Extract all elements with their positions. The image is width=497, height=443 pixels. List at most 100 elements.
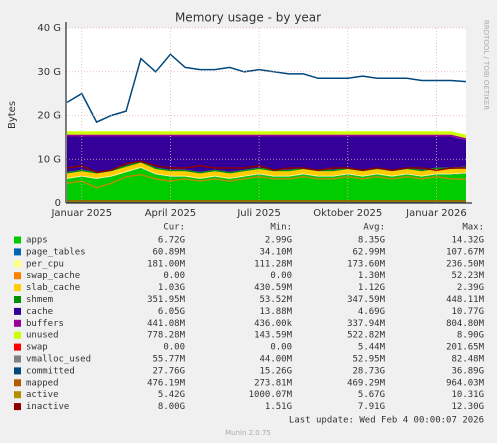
line xyxy=(66,53,467,124)
area xyxy=(67,162,466,178)
legend-value: 13.88M xyxy=(259,307,292,317)
legend-value: 351.95M xyxy=(147,295,186,305)
legend-value: 14.32G xyxy=(451,236,484,246)
legend-value: 5.42G xyxy=(158,390,185,400)
legend-value: 7.91G xyxy=(358,402,385,412)
legend-swatch xyxy=(14,367,21,375)
area xyxy=(67,134,466,140)
legend-value: 778.28M xyxy=(147,331,186,341)
y-tick-label: 40 G xyxy=(37,23,61,34)
legend-label: mapped xyxy=(26,378,59,388)
legend-header: Cur: xyxy=(163,223,185,233)
legend-value: 10.77G xyxy=(451,307,484,317)
side-text: RRDTOOL / TOBI OETIKER xyxy=(482,20,490,110)
legend-value: 347.59M xyxy=(347,295,386,305)
y-tick-label: 0 xyxy=(55,198,61,209)
legend-value: 0.00 xyxy=(163,271,185,281)
legend-value: 60.89M xyxy=(152,247,185,257)
x-tick-label: Januar 2026 xyxy=(405,208,467,219)
legend-value: 4.69G xyxy=(358,307,385,317)
legend-value: 1.51G xyxy=(265,402,292,412)
x-tick-label: Januar 2025 xyxy=(50,208,112,219)
legend-value: 15.26G xyxy=(259,366,292,376)
legend-value: 5.44M xyxy=(358,343,386,353)
legend-value: 34.10M xyxy=(259,247,292,257)
legend-value: 28.73G xyxy=(352,366,385,376)
legend-swatch xyxy=(14,307,21,315)
legend-header: Max: xyxy=(462,223,484,233)
legend-label: page_tables xyxy=(26,247,86,257)
legend-header: Min: xyxy=(270,223,292,233)
legend-value: 522.82M xyxy=(347,331,386,341)
legend-header: Avg: xyxy=(363,223,385,233)
legend-value: 12.30G xyxy=(451,402,484,412)
legend-value: 476.19M xyxy=(147,378,186,388)
legend-value: 181.00M xyxy=(147,259,186,269)
chart-title: Memory usage - by year xyxy=(175,11,321,25)
legend-value: 804.80M xyxy=(446,319,485,329)
area xyxy=(67,136,466,172)
legend-value: 1.03G xyxy=(158,283,185,293)
legend-swatch xyxy=(14,403,21,411)
legend-value: 8.35G xyxy=(358,236,385,246)
last-update: Last update: Wed Feb 4 00:00:07 2026 xyxy=(289,416,484,426)
legend-value: 1.30M xyxy=(358,271,386,281)
y-tick-label: 30 G xyxy=(37,67,61,78)
y-tick-label: 10 G xyxy=(37,154,61,165)
legend-label: vmalloc_used xyxy=(26,355,91,365)
legend-value: 10.31G xyxy=(451,390,484,400)
legend-value: 27.76G xyxy=(152,366,185,376)
legend-swatch xyxy=(14,296,21,303)
y-axis-label: Bytes xyxy=(7,101,18,129)
legend-value: 2.39G xyxy=(457,283,484,293)
legend-label: shmem xyxy=(26,295,53,305)
legend-value: 2.99G xyxy=(265,236,292,246)
legend-value: 236.50M xyxy=(446,259,485,269)
legend-value: 448.11M xyxy=(446,295,485,305)
x-tick-label: Oktober 2025 xyxy=(313,208,382,219)
legend-swatch xyxy=(14,284,21,292)
legend-value: 337.94M xyxy=(347,319,386,329)
legend-value: 62.99M xyxy=(352,247,385,257)
legend-label: apps xyxy=(26,236,48,246)
legend-label: active xyxy=(26,390,59,400)
legend-swatch xyxy=(14,236,21,244)
legend-value: 6.05G xyxy=(158,307,185,317)
legend-label: per_cpu xyxy=(26,259,64,269)
area xyxy=(67,167,466,179)
legend-swatch xyxy=(14,331,21,339)
legend-label: swap xyxy=(26,343,48,353)
legend-value: 201.65M xyxy=(446,343,485,353)
legend-value: 52.95M xyxy=(352,355,385,365)
legend-label: swap_cache xyxy=(26,271,80,281)
legend-swatch xyxy=(14,343,21,351)
legend-swatch xyxy=(14,248,21,256)
footer: Munin 2.0.75 xyxy=(225,429,271,437)
legend-value: 469.29M xyxy=(347,378,386,388)
legend-value: 1.12G xyxy=(358,283,385,293)
legend-value: 8.90G xyxy=(457,331,484,341)
legend-value: 5.67G xyxy=(358,390,385,400)
legend-value: 52.23M xyxy=(451,271,484,281)
area xyxy=(67,131,466,139)
legend-swatch xyxy=(14,391,21,399)
legend-value: 143.59M xyxy=(254,331,293,341)
legend-value: 0.00 xyxy=(270,343,292,353)
legend-value: 273.81M xyxy=(254,378,293,388)
legend-value: 1000.07M xyxy=(249,390,293,400)
y-tick-label: 20 G xyxy=(37,111,61,122)
legend-value: 55.77M xyxy=(152,355,185,365)
legend-label: cache xyxy=(26,307,53,317)
legend-swatch xyxy=(14,272,21,280)
line xyxy=(66,160,466,174)
legend-value: 173.60M xyxy=(347,259,386,269)
legend-swatch xyxy=(14,319,21,327)
legend-value: 8.00G xyxy=(158,402,185,412)
line xyxy=(66,173,467,189)
legend-value: 441.08M xyxy=(147,319,186,329)
legend-value: 0.00 xyxy=(270,271,292,281)
x-tick-label: April 2025 xyxy=(145,208,196,219)
legend-swatch xyxy=(14,260,21,268)
legend-value: 44.00M xyxy=(259,355,292,365)
